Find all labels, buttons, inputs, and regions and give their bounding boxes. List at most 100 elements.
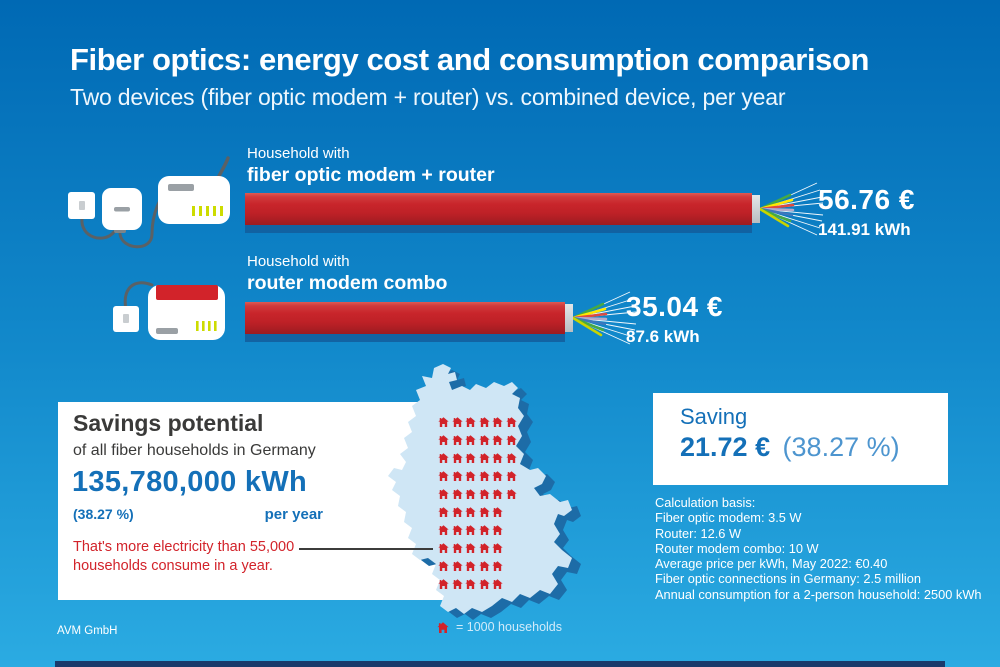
house-icon: [438, 579, 449, 590]
house-row: [438, 416, 517, 428]
house-icon: [465, 471, 476, 482]
savings-detail-row: (38.27 %) per year: [73, 506, 323, 523]
house-icon: [492, 561, 503, 572]
router-antenna: [216, 156, 230, 180]
saving-percent: (38.27 %): [782, 432, 900, 462]
savings-kwh-value: 135,780,000 kWh: [72, 466, 308, 498]
house-icon: [451, 579, 463, 590]
savings-note-line2: households consume in a year.: [73, 558, 273, 574]
house-icon: [478, 543, 490, 554]
savings-title: Savings potential: [73, 410, 264, 436]
house-icon: [478, 525, 490, 536]
combo-cable-line: [123, 281, 154, 312]
house-row: [438, 524, 517, 536]
house-icon: [465, 561, 476, 572]
house-icon: [465, 525, 476, 536]
house-icon: [451, 543, 463, 554]
house-icon: [438, 507, 449, 518]
house-row: [438, 488, 517, 500]
savings-percent: (38.27 %): [73, 506, 134, 522]
calculation-line: Annual consumption for a 2-person househ…: [655, 586, 982, 602]
house-row: [438, 470, 517, 482]
calculation-line: Fiber optic connections in Germany: 2.5 …: [655, 571, 922, 587]
footer-accent-bar: [55, 661, 945, 667]
bar1-fiber-strands: [760, 182, 824, 236]
page-title: Fiber optics: energy cost and consumptio…: [70, 42, 870, 77]
calculation-line: Fiber optic modem: 3.5 W: [655, 510, 802, 526]
house-icon: [438, 561, 449, 572]
bar1-cable-ferrule: [752, 195, 760, 223]
router-leds: [192, 206, 223, 216]
germany-map: [388, 364, 581, 620]
house-icon: [505, 453, 517, 464]
saving-eur-value: 21.72 €: [680, 432, 771, 462]
house-icon: [451, 417, 463, 428]
house-icon: [451, 435, 463, 446]
house-icon: [451, 507, 463, 518]
company-credit: AVM GmbH: [57, 625, 118, 637]
socket-pin: [123, 314, 129, 323]
house-row: [438, 452, 517, 464]
house-icon: [478, 507, 490, 518]
house-icon: [478, 471, 490, 482]
house-icon: [478, 417, 490, 428]
bar2-value: 35.04 € 87.6 kWh: [626, 291, 723, 347]
house-icon: [492, 579, 503, 590]
bar1-consumption: 141.91 kWh: [818, 220, 911, 239]
house-icon: [478, 453, 490, 464]
households-pictogram-grid: [438, 416, 517, 590]
socket-pin: [79, 201, 85, 210]
combo-router-leds: [196, 321, 217, 331]
bar2-fiber-strands: [573, 291, 637, 345]
house-icon: [465, 435, 476, 446]
house-icon: [437, 621, 449, 633]
house-icon: [478, 489, 490, 500]
legend-house-icon: [437, 621, 449, 634]
house-icon: [478, 561, 490, 572]
combo-router-red-band: [156, 285, 218, 300]
house-icon: [492, 507, 503, 518]
calculation-basis: Calculation basis: Fiber optic modem: 3.…: [655, 495, 982, 602]
combo-router-illustration: [113, 281, 225, 340]
pictogram-legend: = 1000 households: [437, 620, 562, 634]
house-icon: [505, 417, 517, 428]
savings-potential-card: [58, 402, 458, 600]
house-icon: [505, 435, 517, 446]
house-icon: [451, 489, 463, 500]
house-icon: [451, 525, 463, 536]
page-subtitle: Two devices (fiber optic modem + router)…: [70, 84, 786, 110]
house-icon: [492, 453, 503, 464]
house-icon: [465, 417, 476, 428]
modem-slot: [114, 207, 130, 212]
modem-router-illustration: [68, 156, 230, 249]
legend-text: = 1000 households: [456, 620, 562, 634]
savings-subtitle: of all fiber households in Germany: [73, 442, 316, 459]
calculation-basis-title: Calculation basis:: [655, 495, 756, 510]
germany-map-shape: [388, 364, 572, 614]
router-slot: [168, 184, 194, 191]
saving-value-row: 21.72 € (38.27 %): [680, 432, 900, 463]
bar1-label-name: fiber optic modem + router: [247, 164, 495, 186]
combo-router-slot: [156, 328, 178, 334]
savings-note: That's more electricity than 55,000 hous…: [73, 538, 294, 576]
house-icon: [492, 543, 503, 554]
bar1-cost: 56.76 €: [818, 184, 915, 215]
house-row: [438, 578, 517, 590]
bar1-value: 56.76 € 141.91 kWh: [818, 184, 915, 240]
bar1-label: Household with fiber optic modem + route…: [247, 145, 495, 187]
house-icon: [451, 561, 463, 572]
house-icon: [465, 579, 476, 590]
house-icon: [492, 489, 503, 500]
bar2-cable-shadow: [245, 334, 565, 342]
house-icon: [465, 507, 476, 518]
house-row: [438, 542, 517, 554]
bar1-cable-shadow: [245, 225, 752, 233]
house-icon: [438, 435, 449, 446]
note-pointer-line: [299, 548, 433, 550]
house-icon: [492, 471, 503, 482]
calculation-line: Router modem combo: 10 W: [655, 540, 819, 556]
house-icon: [438, 543, 449, 554]
house-icon: [465, 543, 476, 554]
house-icon: [505, 489, 517, 500]
power-cable-line: [80, 216, 116, 240]
